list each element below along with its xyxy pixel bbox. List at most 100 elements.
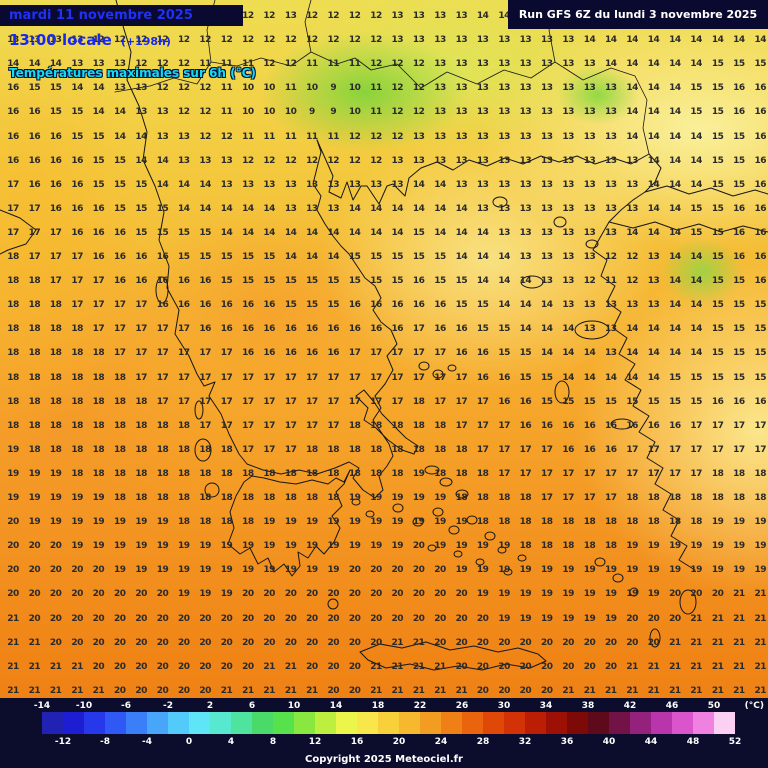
temp-value: 20 [49,613,62,624]
temp-value: 12 [327,155,340,166]
temp-value: 14 [647,59,660,70]
temp-value: 20 [199,613,211,624]
temp-value: 17 [71,276,83,287]
temp-value: 15 [391,252,404,262]
temp-value: 13 [605,155,617,166]
temp-value: 13 [583,107,596,118]
temp-value: 20 [626,637,638,648]
legend-swatch [714,712,735,734]
temp-value: 19 [92,541,105,552]
temp-value: 20 [284,613,297,624]
legend-swatch [189,712,210,734]
temp-value: 13 [519,227,532,238]
temp-value: 18 [92,444,105,455]
temp-value: 18 [284,493,297,503]
legend-tick-label: 18 [371,701,385,711]
temp-value: 15 [220,252,233,262]
copyright-label: Copyright 2025 Meteociel.fr [305,754,463,765]
temp-value: 14 [690,252,702,262]
temp-value: 16 [263,324,275,335]
temp-value: 16 [114,227,126,238]
temp-value: 18 [562,541,574,552]
temp-value: 21 [7,613,19,624]
temp-value: 16 [114,276,126,287]
temp-value: 17 [114,300,126,311]
temp-value: 18 [669,493,681,503]
temp-value: 17 [284,372,297,383]
temp-value: 18 [434,468,446,479]
temp-value: 13 [519,203,532,214]
temp-value: 19 [71,493,83,503]
temp-value: 14 [690,179,702,190]
temp-value: 16 [327,324,340,335]
temp-value: 21 [284,685,297,696]
temp-value: 20 [156,589,169,600]
temp-value: 15 [242,252,254,262]
temp-value: 18 [92,468,105,479]
temp-value: 11 [348,59,361,70]
temp-value: 13 [541,179,553,190]
temp-value: 20 [391,613,404,624]
legend-tick-label: 24 [434,737,448,747]
temp-value: 14 [647,227,660,238]
temp-value: 20 [647,613,660,624]
temp-value: 20 [199,637,211,648]
temp-value: 13 [562,155,574,166]
temp-value: 19 [178,541,190,552]
temp-value: 15 [49,83,62,94]
temp-value: 18 [114,493,126,503]
temp-value: 13 [498,59,510,70]
temp-value: 20 [114,685,126,696]
temp-value: 20 [199,661,211,672]
temp-value: 13 [626,179,638,190]
temp-value: 17 [391,372,404,383]
temp-value: 20 [135,613,147,624]
temp-value: 21 [690,685,702,696]
temp-value: 21 [733,613,745,624]
temp-value: 11 [199,59,211,70]
temp-value: 14 [669,107,681,118]
temp-value: 14 [690,348,702,359]
temp-value: 18 [242,468,254,479]
temp-value: 21 [754,637,767,648]
temp-value: 20 [220,661,233,672]
legend-tick-label: 20 [392,737,406,747]
temp-value: 17 [7,203,19,214]
temp-value: 13 [49,35,62,46]
temp-value: 19 [605,565,617,576]
temp-value: 19 [135,565,147,576]
legend-tick-label: 42 [623,701,637,711]
temp-value: 19 [327,541,340,552]
temp-value: 16 [220,300,233,311]
temp-value: 13 [519,107,532,118]
temp-value: 13 [583,83,596,94]
temp-value: 17 [242,420,254,431]
temp-value: 14 [135,131,147,142]
temp-value: 13 [455,59,468,70]
temp-value: 19 [541,589,553,600]
legend-swatch [252,712,273,734]
temp-value: 11 [263,131,275,142]
temp-value: 19 [626,565,638,576]
temp-value: 18 [348,468,361,479]
temp-value: 12 [370,11,382,21]
temp-value: 16 [92,252,105,262]
temp-value: 19 [156,565,169,576]
temp-value: 18 [391,468,404,479]
temp-value: 16 [242,300,254,311]
temp-value: 21 [49,661,62,672]
temp-value: 18 [263,493,275,503]
temp-value: 20 [28,565,41,576]
temp-value: 14 [348,203,361,214]
temp-value: 21 [754,589,767,600]
temp-value: 16 [156,300,169,311]
temp-value: 13 [626,155,638,166]
temp-value: 21 [263,685,275,696]
temp-value: 12 [391,107,404,118]
temp-value: 13 [28,35,41,46]
temp-value: 14 [199,179,211,190]
temp-value: 18 [647,517,660,528]
temp-value: 13 [562,227,574,238]
temp-value: 15 [711,203,724,214]
